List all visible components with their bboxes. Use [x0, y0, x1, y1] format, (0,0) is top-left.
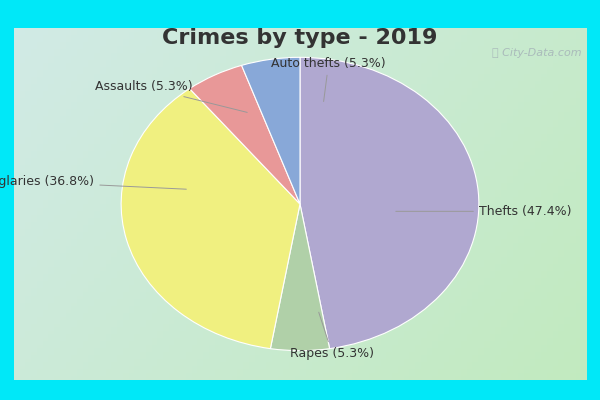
Text: ⓘ City-Data.com: ⓘ City-Data.com: [493, 48, 582, 58]
Text: Crimes by type - 2019: Crimes by type - 2019: [163, 28, 437, 48]
Text: Auto thefts (5.3%): Auto thefts (5.3%): [271, 57, 386, 102]
Wedge shape: [242, 57, 300, 204]
Text: Rapes (5.3%): Rapes (5.3%): [290, 312, 374, 360]
Wedge shape: [121, 89, 300, 349]
Wedge shape: [190, 65, 300, 204]
Wedge shape: [271, 204, 329, 351]
Wedge shape: [300, 57, 479, 349]
Text: Assaults (5.3%): Assaults (5.3%): [95, 80, 247, 112]
Text: Burglaries (36.8%): Burglaries (36.8%): [0, 176, 187, 189]
Text: Thefts (47.4%): Thefts (47.4%): [396, 205, 571, 218]
